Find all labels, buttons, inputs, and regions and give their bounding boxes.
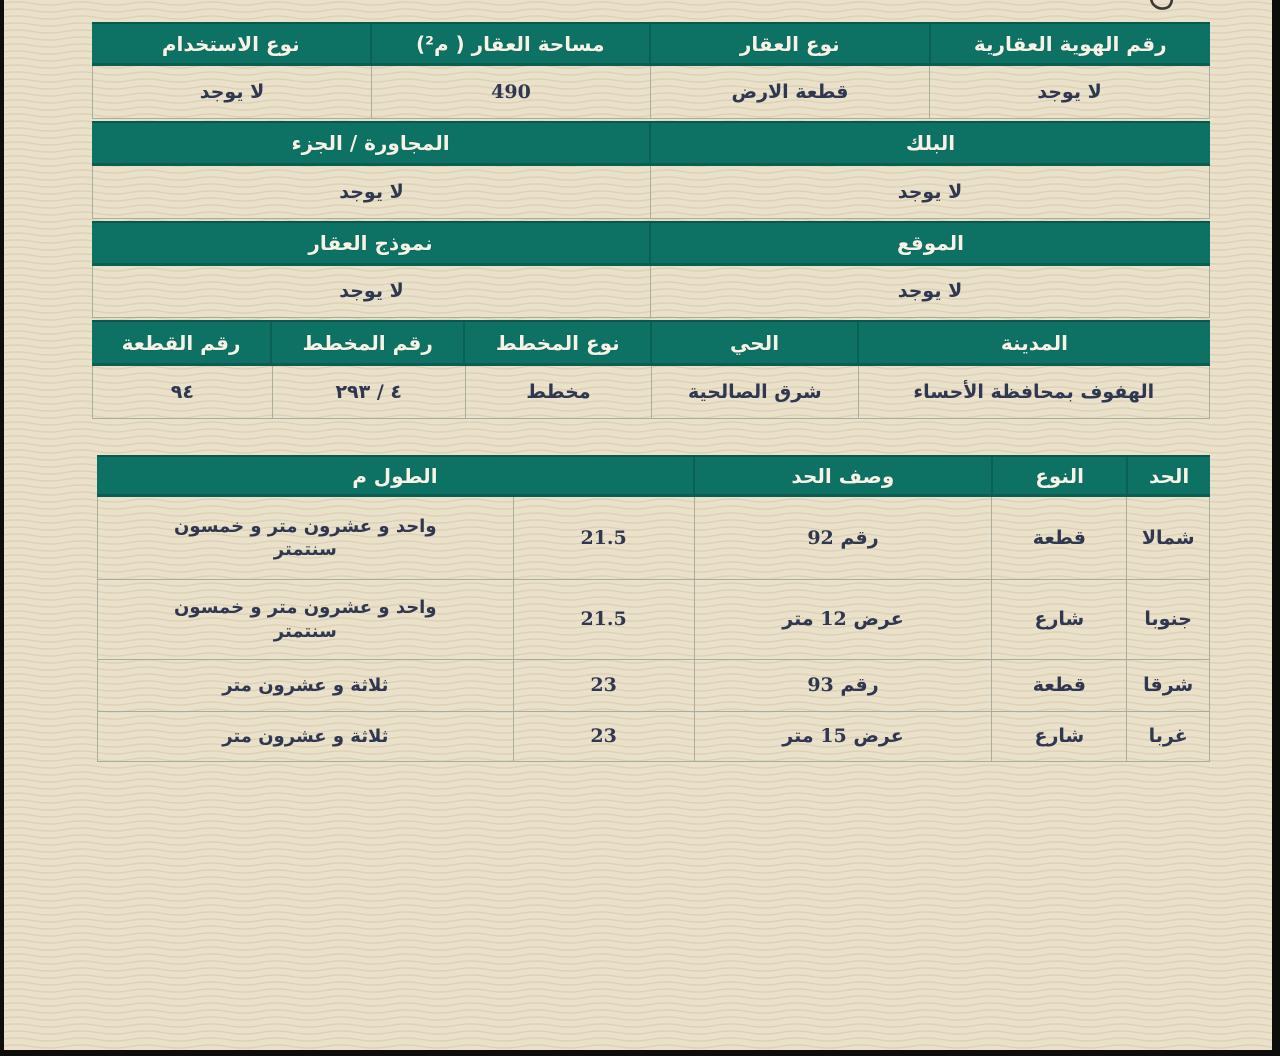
header-property-model: نموذج العقار xyxy=(92,223,651,263)
boundary-description: عرض 15 متر xyxy=(695,712,993,761)
header-plot-number: رقم القطعة xyxy=(92,322,273,363)
length-words-text: ثلاثة و عشرون متر xyxy=(222,674,389,696)
boundary-type: شارع xyxy=(992,712,1128,761)
boundary-description: رقم 93 xyxy=(695,660,993,711)
boundary-type: قطعة xyxy=(992,660,1128,711)
header-property-id: رقم الهوية العقارية xyxy=(973,31,1167,56)
boundary-side: شمالا xyxy=(1141,526,1195,549)
header-usage-type: نوع الاستخدام xyxy=(92,24,372,63)
header-row: الحد النوع وصف الحد الطول م xyxy=(97,455,1210,497)
boundary-length-words: ثلاثة و عشرون متر xyxy=(98,660,514,711)
header-boundary-type: النوع xyxy=(993,457,1129,494)
boundary-side: جنوبا xyxy=(1144,608,1192,631)
header-neighbor-part: المجاورة / الجزء xyxy=(92,123,651,163)
header-row: رقم الهوية العقارية نوع العقار مساحة الع… xyxy=(92,22,1210,66)
value-district: شرق الصالحية xyxy=(652,366,859,418)
boundary-description: رقم 92 xyxy=(695,497,993,579)
property-identity-section: رقم الهوية العقارية نوع العقار مساحة الع… xyxy=(92,22,1210,119)
boundary-description: عرض 12 متر xyxy=(695,580,993,659)
boundary-length-value: 21.5 xyxy=(514,580,695,659)
property-info-table: رقم الهوية العقارية نوع العقار مساحة الع… xyxy=(92,22,1210,421)
header-boundary-side: الحد xyxy=(1148,463,1190,488)
value-block: لا يوجد xyxy=(897,180,963,203)
length-words-text: واحد و عشرون متر و خمسون سنتمتر xyxy=(174,515,437,560)
boundary-length-value: 23 xyxy=(514,660,695,711)
value-row: لا يوجد لا يوجد xyxy=(92,166,1210,219)
value-usage-type: لا يوجد xyxy=(93,66,372,118)
header-row: البلك المجاورة / الجزء xyxy=(92,121,1210,166)
header-row: الموقع نموذج العقار xyxy=(92,221,1210,266)
cropped-text-remnant xyxy=(1150,0,1174,10)
boundary-side: غربا xyxy=(1148,725,1188,748)
header-plan-type: نوع المخطط xyxy=(465,322,653,363)
boundary-length-value: 21.5 xyxy=(514,497,695,579)
location-section: الموقع نموذج العقار لا يوجد لا يوجد xyxy=(92,221,1210,318)
boundary-row-south: جنوبا شارع عرض 12 متر 21.5 واحد و عشرون … xyxy=(97,580,1210,660)
value-city: الهفوف بمحافظة الأحساء xyxy=(913,380,1155,403)
value-property-type: قطعة الارض xyxy=(651,66,930,118)
plan-section: المدينة الحي نوع المخطط رقم المخطط رقم ا… xyxy=(92,320,1210,419)
boundary-row-west: غربا شارع عرض 15 متر 23 ثلاثة و عشرون مت… xyxy=(97,712,1210,762)
boundary-length-words: ثلاثة و عشرون متر xyxy=(98,712,514,761)
header-row: المدينة الحي نوع المخطط رقم المخطط رقم ا… xyxy=(92,320,1210,366)
value-property-model: لا يوجد xyxy=(93,266,651,317)
header-property-type: نوع العقار xyxy=(651,24,931,63)
block-section: البلك المجاورة / الجزء لا يوجد لا يوجد xyxy=(92,121,1210,219)
header-city: المدينة xyxy=(1000,330,1069,355)
value-neighbor-part: لا يوجد xyxy=(93,166,651,218)
header-block: البلك xyxy=(905,131,956,155)
header-location: الموقع xyxy=(896,231,965,255)
boundary-type: قطعة xyxy=(992,497,1128,579)
value-property-area: 490 xyxy=(372,66,651,118)
value-row: لا يوجد قطعة الارض 490 لا يوجد xyxy=(92,66,1210,119)
scan-edge-bottom xyxy=(0,1050,1280,1056)
value-plan-number: ٤ / ٢٩٣ xyxy=(273,366,466,418)
boundary-row-east: شرقا قطعة رقم 93 23 ثلاثة و عشرون متر xyxy=(97,660,1210,712)
header-property-area: مساحة العقار ( م²) xyxy=(372,24,651,63)
value-row: لا يوجد لا يوجد xyxy=(92,266,1210,318)
boundary-side: شرقا xyxy=(1143,674,1194,697)
boundary-length-words: واحد و عشرون متر و خمسون سنتمتر xyxy=(98,497,514,579)
boundary-length-value: 23 xyxy=(514,712,695,761)
boundary-type: شارع xyxy=(992,580,1128,659)
header-boundary-length: الطول م xyxy=(97,457,695,494)
boundary-length-words: واحد و عشرون متر و خمسون سنتمتر xyxy=(98,580,514,659)
value-location: لا يوجد xyxy=(897,280,963,303)
boundary-row-north: شمالا قطعة رقم 92 21.5 واحد و عشرون متر … xyxy=(97,497,1210,580)
value-row: الهفوف بمحافظة الأحساء شرق الصالحية مخطط… xyxy=(92,366,1210,419)
length-words-text: ثلاثة و عشرون متر xyxy=(222,725,389,747)
scan-edge-right xyxy=(1272,0,1280,1056)
value-plot-number: ٩٤ xyxy=(93,366,273,418)
length-words-text: واحد و عشرون متر و خمسون سنتمتر xyxy=(174,597,437,642)
value-plan-type: مخطط xyxy=(466,366,653,418)
value-property-id: لا يوجد xyxy=(1037,80,1102,103)
header-plan-number: رقم المخطط xyxy=(272,322,466,363)
header-district: الحي xyxy=(652,322,859,363)
boundaries-table: الحد النوع وصف الحد الطول م شمالا قطعة ر… xyxy=(97,455,1210,762)
header-boundary-description: وصف الحد xyxy=(695,457,993,494)
scan-edge-left xyxy=(0,0,4,1056)
